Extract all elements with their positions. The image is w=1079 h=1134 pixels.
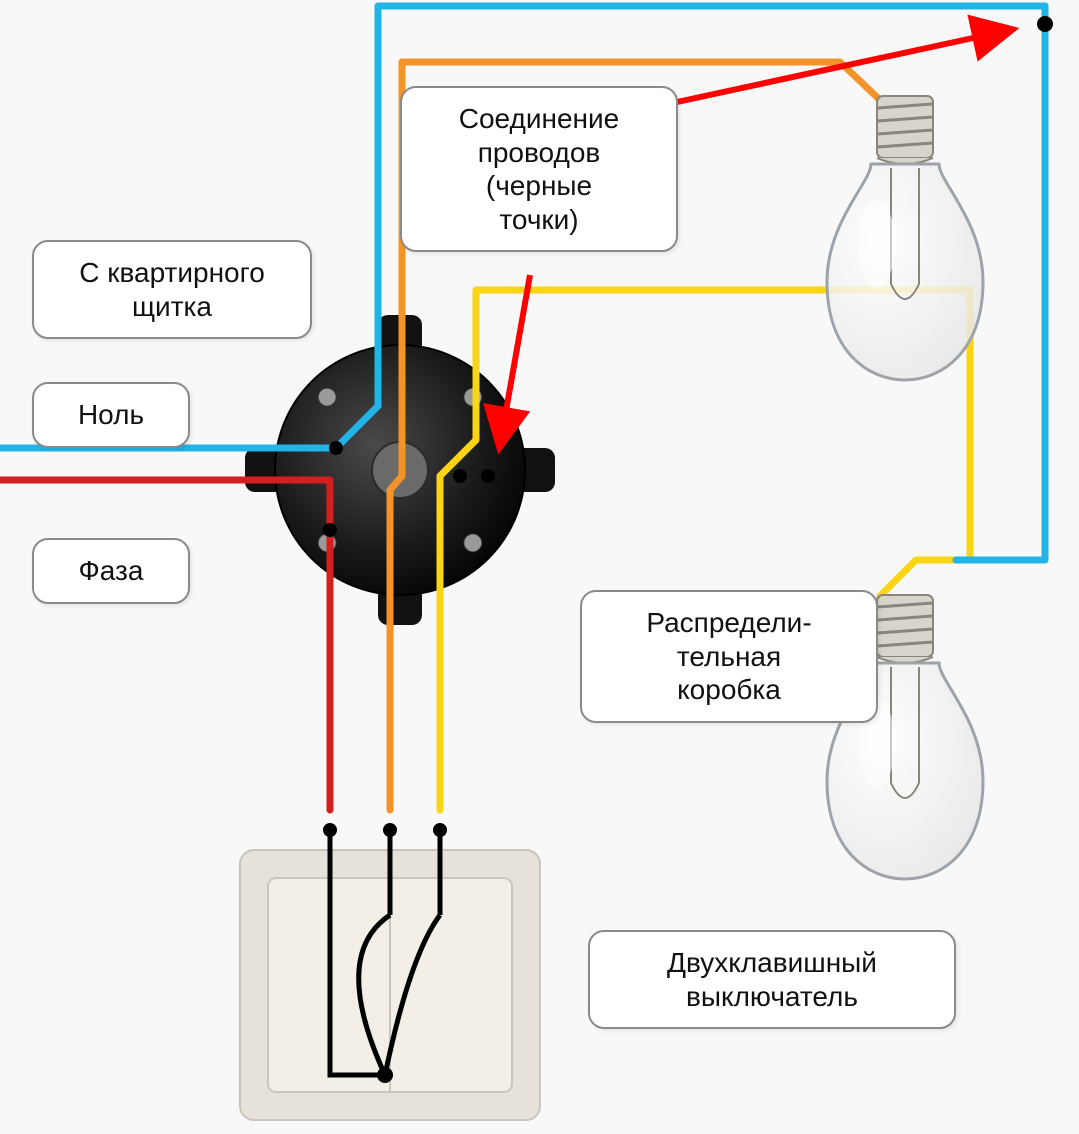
label-junction-box: Распредели- тельная коробка bbox=[580, 590, 878, 723]
diagram-canvas: С квартирного щитка Ноль Фаза Соединение… bbox=[0, 0, 1079, 1134]
label-from-panel: С квартирного щитка bbox=[32, 240, 312, 339]
label-connections: Соединение проводов (черные точки) bbox=[400, 86, 678, 252]
label-phase: Фаза bbox=[32, 538, 190, 604]
label-neutral: Ноль bbox=[32, 382, 190, 448]
label-switch: Двухклавишный выключатель bbox=[588, 930, 956, 1029]
